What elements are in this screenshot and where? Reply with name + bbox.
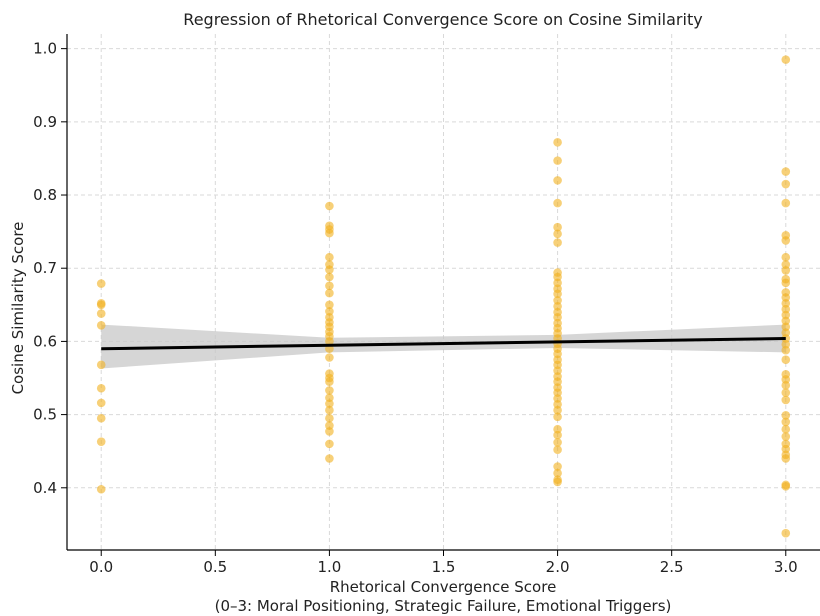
- data-point: [781, 417, 791, 427]
- data-point: [325, 413, 334, 423]
- data-point: [553, 156, 562, 165]
- data-point: [96, 300, 106, 310]
- data-point: [553, 412, 562, 422]
- data-point: [96, 383, 106, 393]
- y-tick-label: 0.6: [33, 332, 57, 350]
- x-tick-label: 0.5: [203, 558, 227, 576]
- y-tick-label: 0.9: [33, 113, 57, 131]
- x-axis-label: Rhetorical Convergence Score: [330, 578, 557, 596]
- data-point: [553, 138, 562, 147]
- y-tick-label: 0.4: [33, 479, 57, 497]
- data-point: [781, 345, 791, 355]
- data-point: [325, 405, 334, 415]
- x-tick-label: 3.0: [774, 558, 798, 576]
- data-point: [781, 381, 791, 390]
- data-point: [325, 399, 334, 408]
- data-point: [781, 198, 791, 208]
- confidence-band: [101, 324, 786, 369]
- data-point: [781, 167, 791, 176]
- data-point: [96, 413, 106, 423]
- chart-title: Regression of Rhetorical Convergence Sco…: [183, 10, 702, 29]
- x-tick-label: 1.0: [317, 558, 341, 576]
- data-point: [553, 229, 562, 239]
- data-point: [781, 355, 791, 365]
- data-point: [325, 201, 334, 211]
- data-point: [553, 238, 562, 247]
- data-point: [553, 430, 562, 440]
- data-point: [781, 236, 791, 245]
- data-point: [553, 289, 562, 299]
- data-point: [781, 179, 791, 189]
- y-tick-label: 0.8: [33, 186, 57, 204]
- x-tick-label: 2.0: [546, 558, 570, 576]
- data-point: [781, 55, 791, 64]
- data-point: [325, 353, 334, 362]
- data-point: [781, 278, 791, 288]
- data-point: [553, 438, 562, 447]
- data-point: [325, 427, 334, 436]
- data-point: [325, 454, 334, 463]
- data-point: [781, 424, 791, 434]
- data-point: [781, 432, 791, 441]
- data-point: [781, 454, 791, 463]
- data-point: [325, 252, 334, 262]
- data-point: [553, 405, 562, 415]
- data-point: [553, 222, 562, 232]
- data-point: [325, 386, 334, 395]
- x-axis-sublabel: (0–3: Moral Positioning, Strategic Failu…: [215, 597, 672, 615]
- data-point: [781, 528, 791, 538]
- data-point: [96, 321, 106, 330]
- data-points: [96, 55, 791, 538]
- data-point: [325, 288, 334, 298]
- data-point: [553, 468, 562, 478]
- data-point: [781, 482, 791, 491]
- data-point: [553, 176, 562, 185]
- data-point: [781, 266, 791, 275]
- x-tick-label: 2.5: [660, 558, 684, 576]
- data-point: [325, 272, 334, 282]
- data-point: [781, 388, 791, 397]
- data-point: [325, 337, 334, 346]
- data-point: [325, 265, 334, 274]
- data-point: [96, 398, 106, 408]
- x-tick-label: 0.0: [89, 558, 113, 576]
- y-tick-label: 0.7: [33, 259, 57, 277]
- data-point: [781, 411, 791, 420]
- y-tick-label: 0.5: [33, 406, 57, 424]
- y-axis-ticks: 0.4 0.5 0.6 0.7 0.8 0.9 1.0: [33, 40, 67, 497]
- y-axis-label: Cosine Similarity Score: [9, 222, 27, 395]
- data-point: [553, 477, 562, 487]
- data-point: [96, 360, 106, 370]
- data-point: [325, 281, 334, 291]
- data-point: [325, 377, 334, 386]
- data-point: [781, 395, 791, 405]
- data-point: [325, 439, 334, 449]
- y-tick-label: 1.0: [33, 40, 57, 58]
- data-point: [325, 228, 334, 238]
- data-point: [96, 437, 106, 446]
- data-point: [553, 462, 562, 471]
- data-point: [325, 300, 334, 310]
- data-point: [96, 279, 106, 288]
- data-point: [553, 445, 562, 455]
- x-tick-label: 1.5: [432, 558, 456, 576]
- data-point: [96, 484, 106, 494]
- data-point: [781, 252, 791, 262]
- data-point: [96, 309, 106, 318]
- regression-line: [101, 336, 786, 351]
- grid: [67, 34, 820, 550]
- x-axis-ticks: 0.0 0.5 1.0 1.5 2.0 2.5 3.0: [89, 550, 798, 576]
- data-point: [553, 198, 562, 208]
